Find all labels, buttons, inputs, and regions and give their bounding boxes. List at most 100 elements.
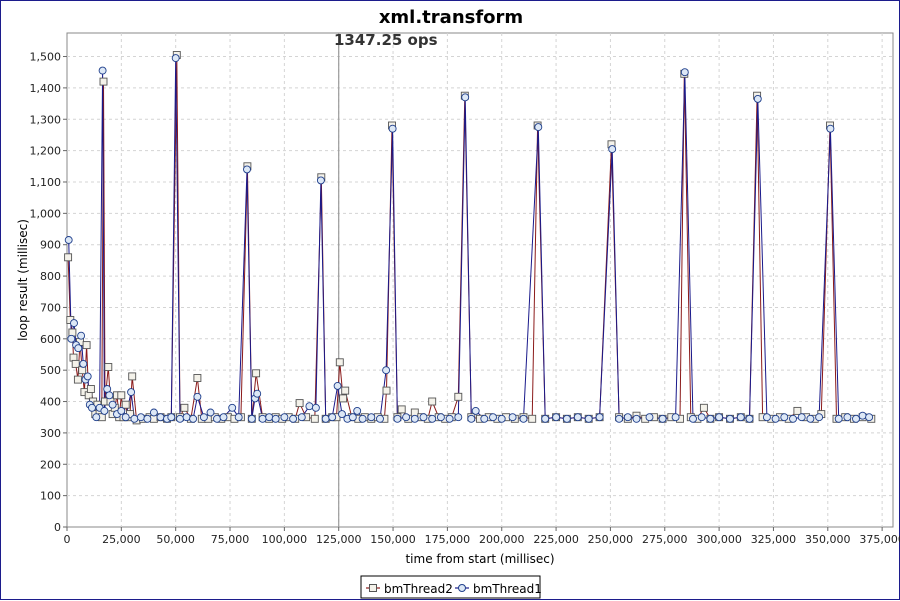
- data-point-square: [429, 398, 436, 405]
- data-point-circle: [235, 414, 242, 421]
- data-point-square: [100, 78, 107, 85]
- data-point-circle: [99, 67, 106, 74]
- data-point-circle: [354, 407, 361, 414]
- data-point-circle: [200, 414, 207, 421]
- y-tick-label: 400: [40, 396, 61, 409]
- data-point-square: [118, 392, 125, 399]
- data-point-circle: [71, 320, 78, 327]
- data-point-circle: [681, 69, 688, 76]
- legend-circle-marker: [459, 585, 466, 592]
- data-point-circle: [190, 415, 197, 422]
- y-tick-label: 600: [40, 333, 61, 346]
- data-point-circle: [334, 382, 341, 389]
- data-point-square: [340, 395, 347, 402]
- data-point-square: [311, 415, 318, 422]
- data-point-circle: [574, 414, 581, 421]
- data-point-square: [69, 329, 76, 336]
- data-point-circle: [359, 415, 366, 422]
- y-tick-label: 0: [54, 521, 61, 534]
- y-tick-label: 800: [40, 270, 61, 283]
- data-point-circle: [248, 415, 255, 422]
- data-point-circle: [194, 393, 201, 400]
- data-point-square: [700, 404, 707, 411]
- data-point-circle: [807, 415, 814, 422]
- data-point-circle: [220, 414, 227, 421]
- data-point-square: [336, 359, 343, 366]
- data-point-circle: [746, 415, 753, 422]
- data-point-circle: [183, 414, 190, 421]
- data-point-circle: [89, 404, 96, 411]
- y-tick-label: 900: [40, 239, 61, 252]
- data-point-circle: [244, 166, 251, 173]
- data-point-circle: [131, 415, 138, 422]
- data-point-circle: [137, 414, 144, 421]
- data-point-circle: [859, 412, 866, 419]
- data-point-circle: [128, 389, 135, 396]
- data-point-circle: [377, 415, 384, 422]
- data-point-circle: [472, 407, 479, 414]
- x-axis-label: time from start (millisec): [405, 552, 554, 566]
- data-point-square: [74, 376, 81, 383]
- data-point-circle: [553, 414, 560, 421]
- data-point-circle: [481, 415, 488, 422]
- data-point-circle: [80, 360, 87, 367]
- data-point-square: [194, 375, 201, 382]
- data-point-circle: [520, 415, 527, 422]
- x-tick-label: 200,000: [479, 533, 525, 546]
- y-tick-label: 300: [40, 427, 61, 440]
- data-point-circle: [490, 414, 497, 421]
- data-point-circle: [109, 401, 116, 408]
- data-point-square: [79, 367, 86, 374]
- data-point-circle: [827, 125, 834, 132]
- data-point-square: [794, 407, 801, 414]
- data-point-circle: [177, 415, 184, 422]
- data-point-circle: [707, 415, 714, 422]
- data-point-circle: [394, 415, 401, 422]
- data-point-circle: [585, 415, 592, 422]
- x-tick-label: 275,000: [642, 533, 688, 546]
- data-point-square: [383, 387, 390, 394]
- data-point-circle: [563, 415, 570, 422]
- data-point-circle: [844, 414, 851, 421]
- data-point-circle: [317, 177, 324, 184]
- data-point-circle: [383, 367, 390, 374]
- x-tick-label: 300,000: [696, 533, 742, 546]
- data-point-square: [65, 254, 72, 261]
- data-point-circle: [68, 335, 75, 342]
- data-point-circle: [229, 404, 236, 411]
- y-tick-label: 1,000: [30, 207, 62, 220]
- y-tick-label: 1,200: [30, 145, 62, 158]
- data-point-circle: [207, 409, 214, 416]
- data-point-square: [455, 393, 462, 400]
- data-point-circle: [329, 414, 336, 421]
- data-point-circle: [106, 392, 113, 399]
- data-point-circle: [698, 414, 705, 421]
- data-point-circle: [624, 414, 631, 421]
- data-point-circle: [272, 415, 279, 422]
- x-tick-label: 250,000: [588, 533, 634, 546]
- data-point-circle: [866, 414, 873, 421]
- data-point-circle: [835, 415, 842, 422]
- x-tick-label: 75,000: [211, 533, 250, 546]
- data-point-square: [122, 401, 129, 408]
- y-tick-label: 1,300: [30, 113, 62, 126]
- data-point-circle: [172, 55, 179, 62]
- data-point-circle: [290, 415, 297, 422]
- legend: bmThread2 bmThread1: [361, 576, 542, 598]
- data-point-square: [296, 400, 303, 407]
- data-point-circle: [596, 414, 603, 421]
- data-point-circle: [509, 414, 516, 421]
- data-point-circle: [633, 415, 640, 422]
- data-point-square: [253, 370, 260, 377]
- x-tick-label: 100,000: [262, 533, 308, 546]
- data-point-circle: [462, 94, 469, 101]
- legend-label-bmthread1: bmThread1: [473, 582, 542, 596]
- data-point-circle: [446, 415, 453, 422]
- marker-annotation: 1347.25 ops: [334, 31, 438, 49]
- legend-label-bmthread2: bmThread2: [384, 582, 453, 596]
- data-point-circle: [266, 414, 273, 421]
- x-tick-label: 325,000: [751, 533, 797, 546]
- data-point-square: [529, 415, 536, 422]
- data-point-circle: [389, 125, 396, 132]
